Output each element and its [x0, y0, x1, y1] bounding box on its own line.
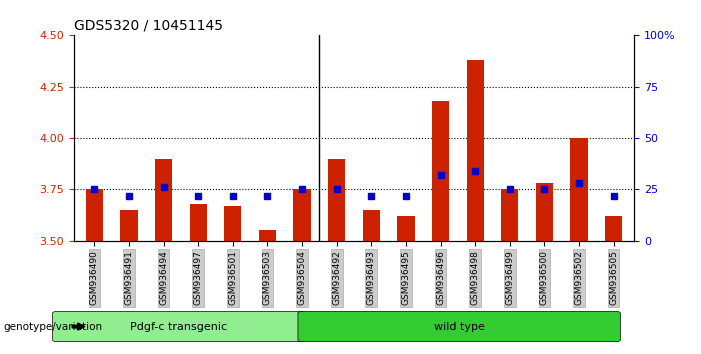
Bar	[189, 204, 207, 241]
Bar	[466, 60, 484, 241]
Text: Pdgf-c transgenic: Pdgf-c transgenic	[130, 321, 227, 332]
Text: GDS5320 / 10451145: GDS5320 / 10451145	[74, 19, 223, 33]
Bar	[571, 138, 587, 241]
Bar	[86, 189, 103, 241]
Bar	[328, 159, 346, 241]
Bar	[432, 101, 449, 241]
Bar	[605, 216, 622, 241]
Bar	[224, 206, 242, 241]
Bar	[121, 210, 137, 241]
Bar	[501, 189, 519, 241]
Bar	[362, 210, 380, 241]
Bar	[155, 159, 172, 241]
Bar	[397, 216, 414, 241]
Bar	[259, 230, 276, 241]
Text: genotype/variation: genotype/variation	[4, 321, 102, 332]
Text: wild type: wild type	[434, 321, 484, 332]
Bar	[536, 183, 553, 241]
Bar	[294, 189, 311, 241]
